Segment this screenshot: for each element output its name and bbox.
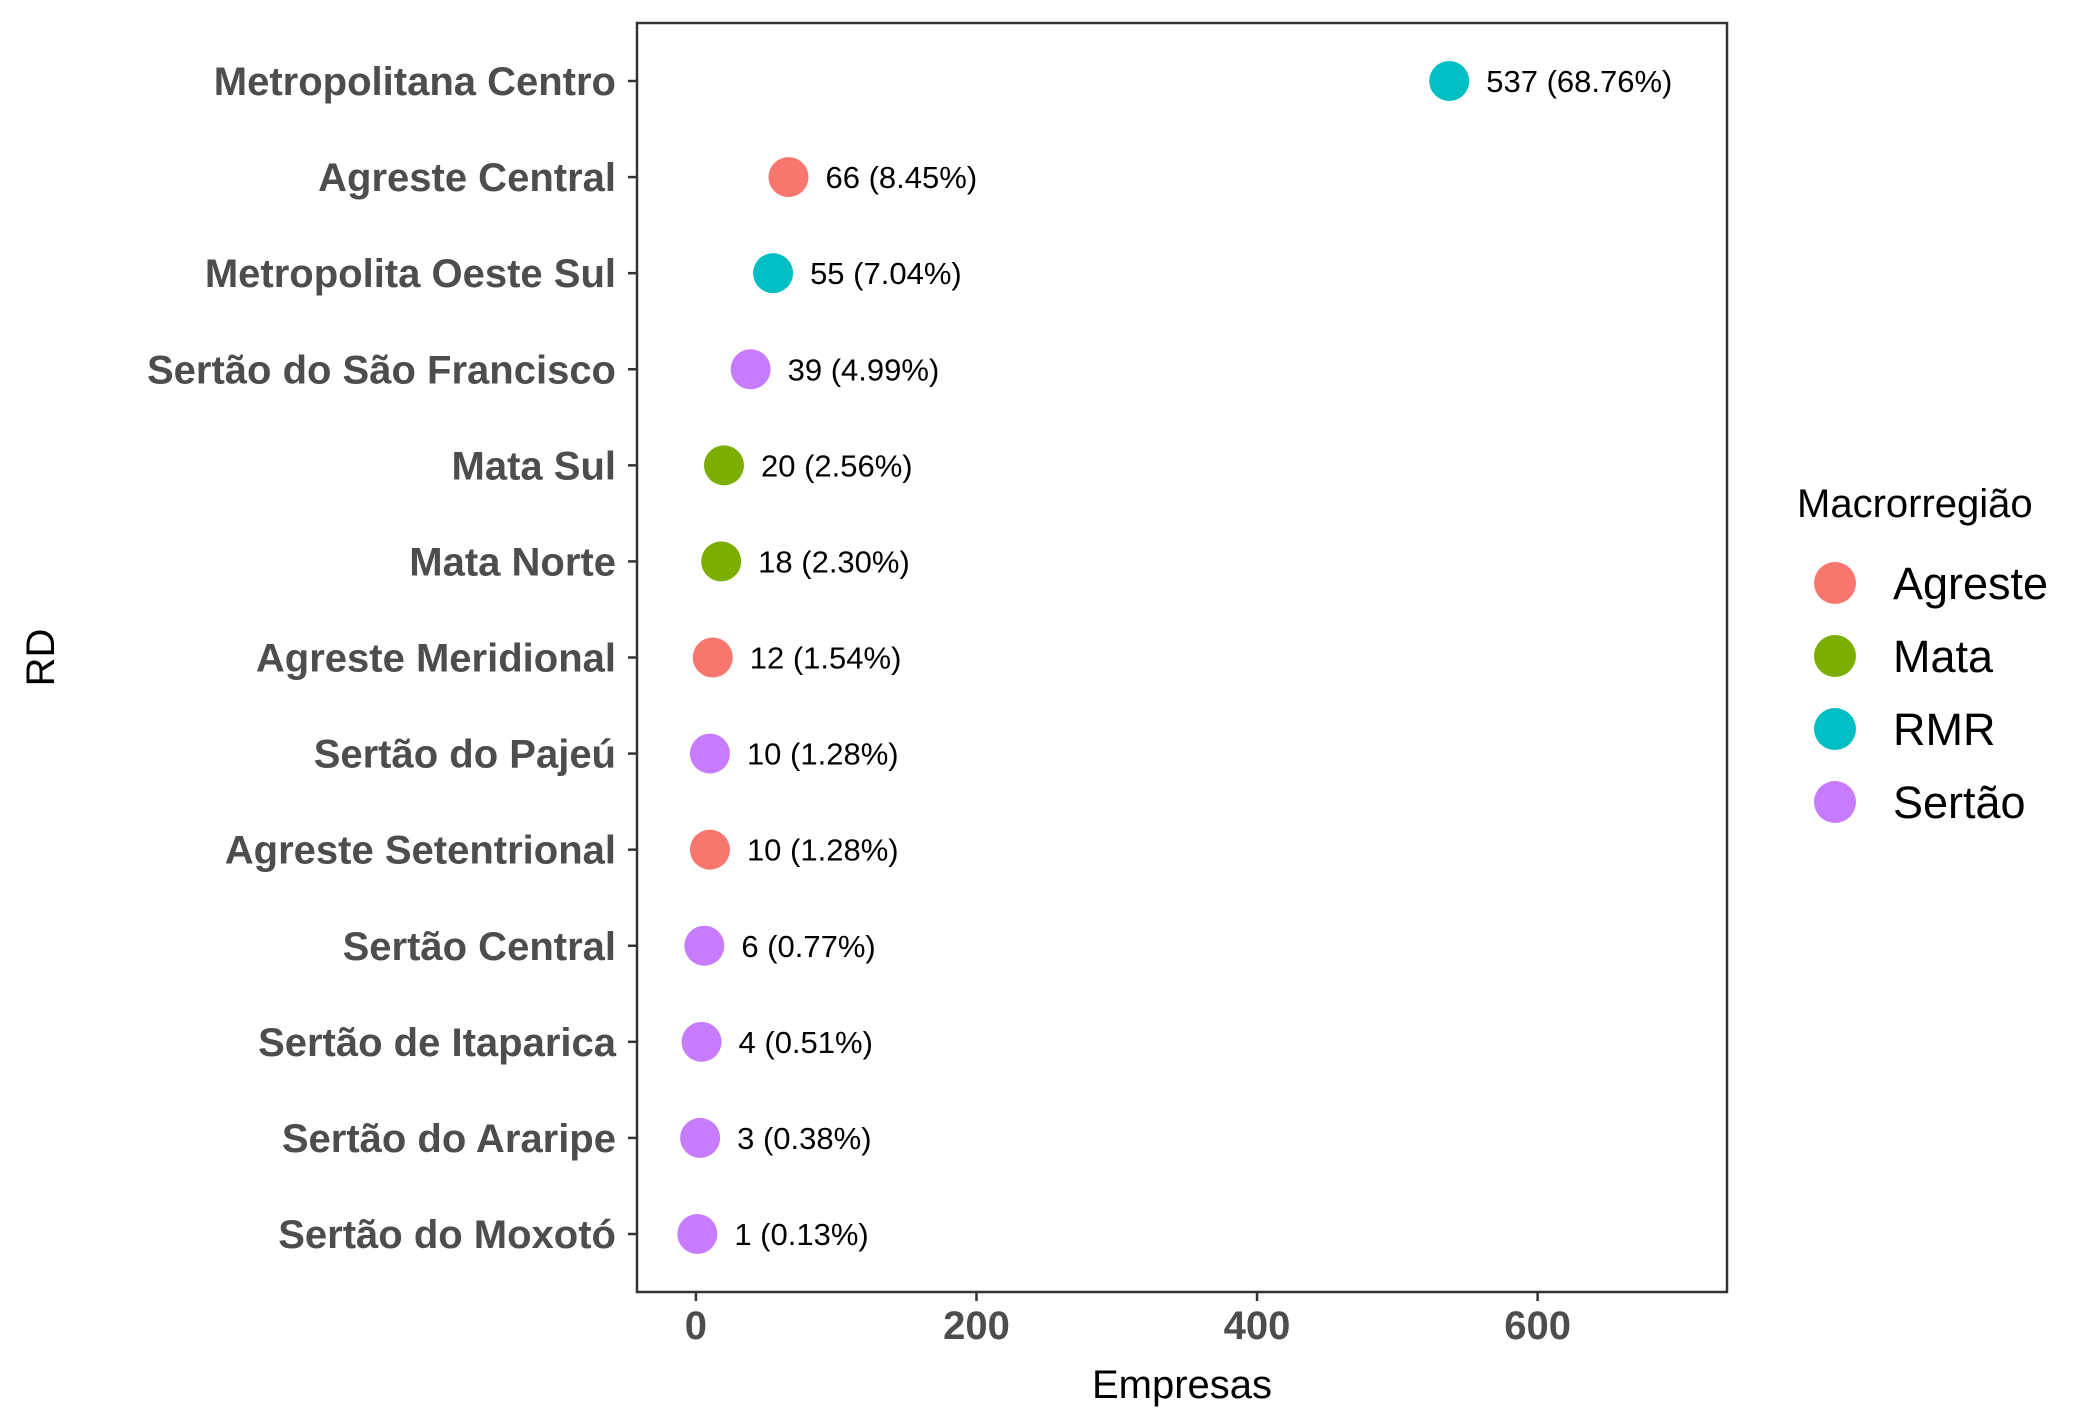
- y-tick-label: Mata Sul: [452, 444, 616, 488]
- legend: Macrorregião Agreste Mata RMR Sertão: [1797, 482, 2048, 828]
- x-tick-label: 0: [685, 1304, 707, 1348]
- legend-label: RMR: [1893, 704, 1995, 755]
- legend-label: Agreste: [1893, 558, 2048, 609]
- data-label: 6 (0.77%): [741, 929, 875, 964]
- y-tick-label: Agreste Central: [318, 156, 616, 200]
- x-axis-title: Empresas: [1092, 1363, 1272, 1407]
- data-point: [677, 1214, 718, 1254]
- y-tick-label: Sertão do Araripe: [282, 1117, 616, 1161]
- y-tick-label: Mata Norte: [409, 540, 616, 584]
- data-label: 3 (0.38%): [737, 1121, 871, 1156]
- y-axis: Metropolitana Centro Agreste Central Metro…: [147, 60, 637, 1257]
- data-label: 537 (68.76%): [1486, 64, 1672, 99]
- data-point: [692, 637, 733, 678]
- data-point: [1429, 61, 1470, 101]
- data-label: 18 (2.30%): [758, 544, 910, 579]
- data-label: 1 (0.13%): [734, 1217, 868, 1252]
- data-point: [689, 829, 730, 870]
- data-label: 10 (1.28%): [747, 737, 899, 772]
- legend-label: Mata: [1893, 631, 1994, 682]
- data-label: 66 (8.45%): [826, 160, 978, 195]
- data-point: [701, 541, 742, 582]
- x-tick-label: 200: [943, 1304, 1010, 1348]
- y-tick-label: Sertão do Pajeú: [314, 733, 616, 777]
- data-point: [730, 349, 771, 390]
- data-point: [681, 1021, 722, 1062]
- legend-key: [1814, 635, 1856, 677]
- y-tick-label: Agreste Setentrional: [225, 829, 616, 873]
- legend-title: Macrorregião: [1797, 482, 2033, 526]
- y-tick-label: Metropolita Oeste Sul: [205, 252, 616, 296]
- legend-key: [1814, 708, 1856, 750]
- data-label: 20 (2.56%): [761, 448, 913, 483]
- x-axis: 0 200 400 600: [685, 1292, 1571, 1348]
- y-tick-label: Agreste Meridional: [256, 637, 616, 681]
- y-tick-label: Sertão do Moxotó: [278, 1213, 616, 1257]
- data-point: [680, 1117, 721, 1158]
- legend-key: [1814, 562, 1856, 604]
- data-points: [677, 61, 1470, 1254]
- plot-panel: [635, 21, 1729, 1294]
- data-label: 10 (1.28%): [747, 833, 899, 868]
- data-labels: 537 (68.76%) 66 (8.45%) 55 (7.04%) 39 (4.99…: [734, 64, 1672, 1252]
- data-label: 12 (1.54%): [750, 641, 902, 676]
- data-label: 4 (0.51%): [739, 1025, 873, 1060]
- data-point: [684, 925, 725, 966]
- data-point: [768, 157, 809, 198]
- data-point: [703, 445, 744, 486]
- y-tick-label: Sertão do São Francisco: [147, 348, 616, 392]
- y-tick-label: Sertão Central: [343, 925, 616, 969]
- data-label: 55 (7.04%): [810, 256, 962, 291]
- x-tick-label: 600: [1504, 1304, 1571, 1348]
- x-tick-label: 400: [1224, 1304, 1291, 1348]
- data-label: 39 (4.99%): [788, 352, 940, 387]
- y-tick-label: Sertão de Itaparica: [258, 1021, 617, 1065]
- legend-label: Sertão: [1893, 777, 2026, 828]
- legend-key: [1814, 781, 1856, 823]
- y-axis-title: RD: [19, 629, 63, 687]
- data-point: [753, 253, 794, 294]
- y-tick-label: Metropolitana Centro: [214, 60, 616, 104]
- data-point: [689, 733, 730, 774]
